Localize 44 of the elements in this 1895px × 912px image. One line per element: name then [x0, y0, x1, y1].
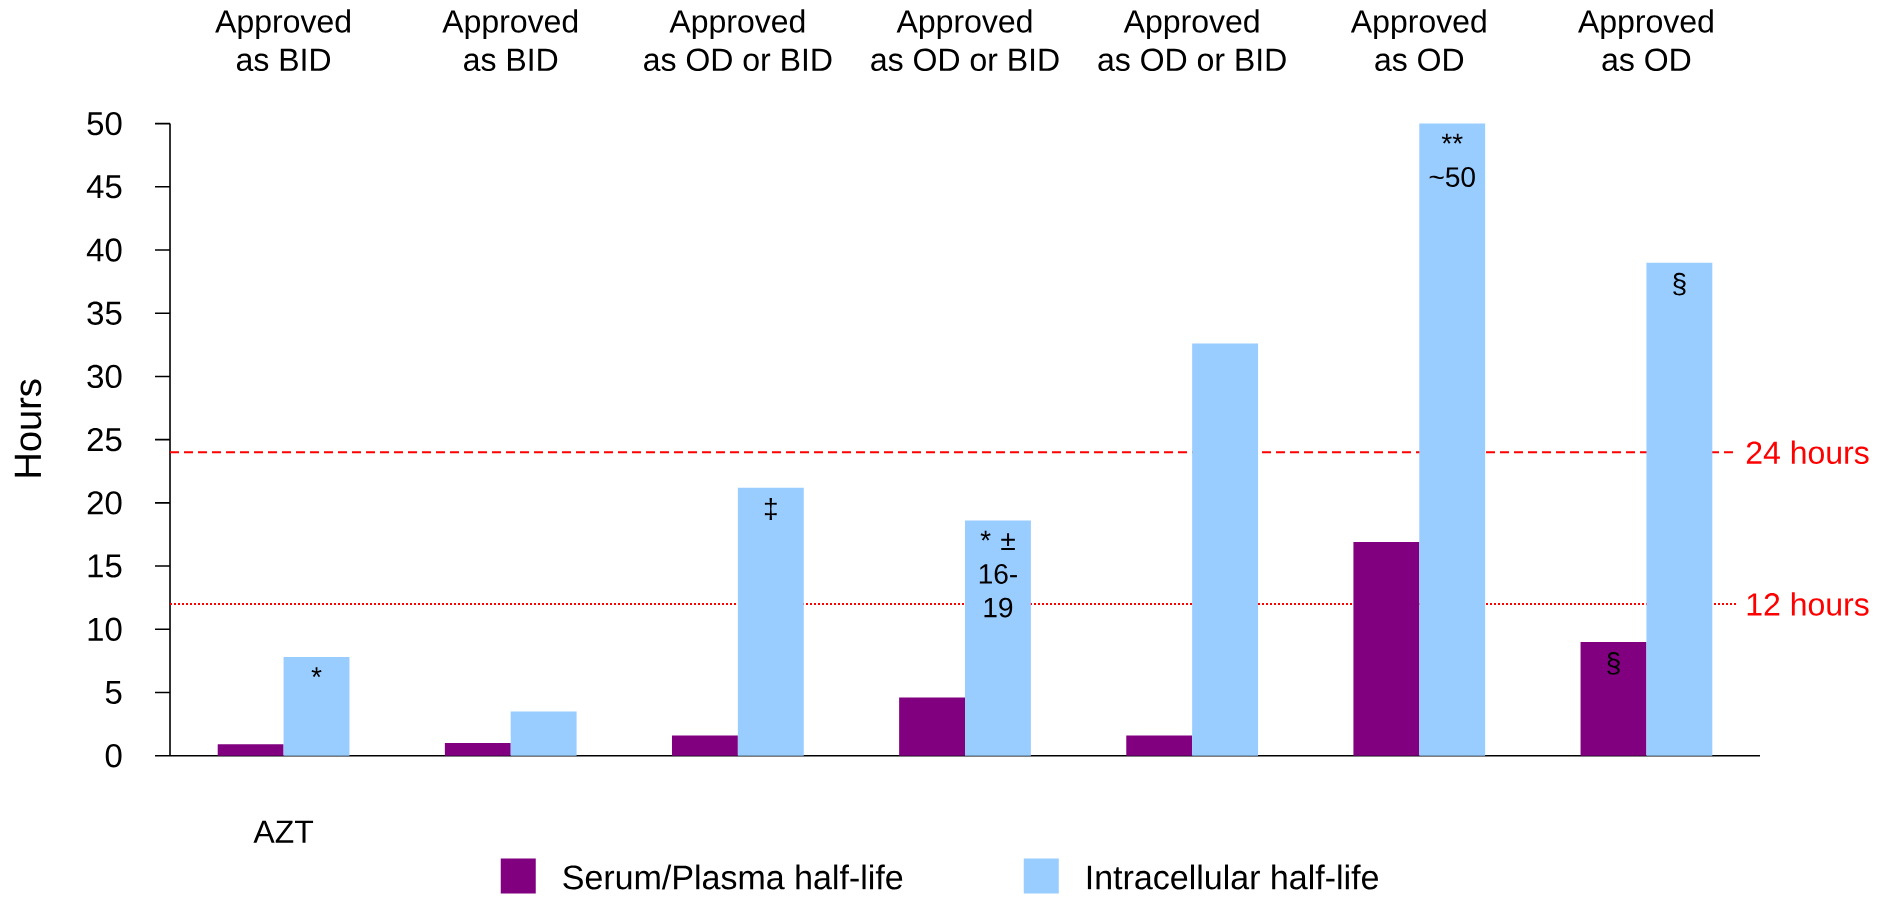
y-tick-label: 40	[86, 238, 122, 262]
y-tick-label: 10	[88, 617, 122, 641]
y-tick-label: 5	[105, 680, 122, 704]
bar	[1126, 735, 1193, 756]
x-tick-label: AZT	[253, 820, 314, 843]
y-axis-title: Hours	[14, 379, 42, 477]
bar	[283, 657, 350, 756]
data-label: §	[1607, 652, 1620, 675]
text: Approved as OD or BID	[1098, 9, 1286, 72]
y-tick-label: 35	[87, 301, 122, 325]
bar	[1353, 542, 1420, 756]
bar	[1580, 641, 1647, 756]
legend-label: Intracellular half-life	[1087, 864, 1378, 890]
text: Approved as OD or BID	[644, 9, 832, 72]
bar	[672, 735, 738, 756]
bar	[1646, 262, 1713, 756]
bar	[1192, 343, 1259, 756]
data-label: * ± 16-19	[979, 530, 1017, 618]
bar	[1419, 123, 1486, 756]
y-tick-label: 50	[87, 111, 122, 136]
y-tick-label: 15	[88, 554, 122, 578]
y-tick-label: 0	[105, 744, 122, 768]
bar	[217, 744, 284, 756]
text: Approved as OD	[1350, 9, 1486, 72]
legend-label: Serum/Plasma half-life	[563, 864, 903, 890]
ref-line-label: 12 hours	[1747, 592, 1869, 616]
bar	[510, 711, 577, 756]
y-tick-label: 25	[87, 427, 122, 452]
text: Approved as BID	[442, 9, 578, 72]
ref-line-label: 24 hours	[1746, 440, 1869, 465]
y-tick-label: 45	[86, 175, 122, 199]
text: Approved as BID	[215, 9, 350, 72]
data-label: §	[1673, 272, 1686, 296]
bar	[444, 743, 511, 756]
data-label: ** ~50	[1429, 133, 1475, 187]
bar	[965, 520, 1031, 756]
data-label: ‡	[764, 497, 777, 521]
text: Approved as OD	[1578, 9, 1713, 72]
text: Approved as OD or BID	[871, 9, 1059, 72]
y-tick-label: 30	[87, 364, 122, 389]
y-tick-label: 20	[87, 491, 122, 515]
bar	[737, 487, 804, 756]
bar	[899, 697, 966, 756]
data-label: *	[311, 667, 322, 678]
